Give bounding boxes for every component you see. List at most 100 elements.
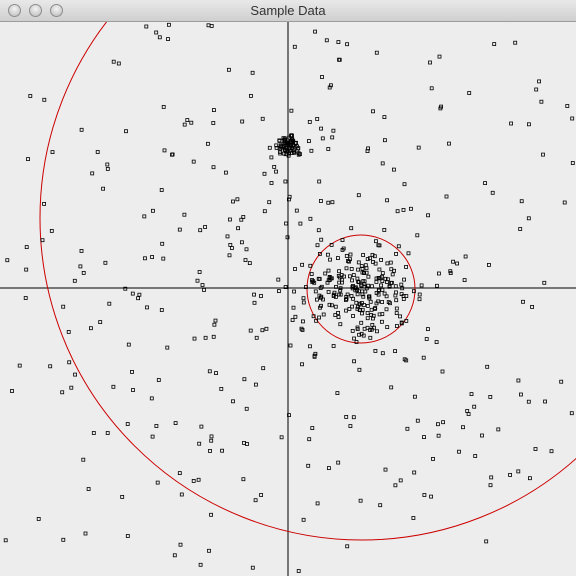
scatter-point xyxy=(451,259,456,264)
scatter-point xyxy=(116,61,121,66)
scatter-point xyxy=(308,344,312,349)
scatter-point xyxy=(95,150,100,154)
scatter-point xyxy=(247,261,252,266)
scatter-point xyxy=(333,294,338,299)
scatter-point xyxy=(426,213,431,218)
scatter-point xyxy=(373,306,378,310)
scatter-point xyxy=(203,335,208,340)
scatter-point xyxy=(374,50,379,55)
scatter-point xyxy=(388,301,392,306)
scatter-point xyxy=(363,263,368,268)
scatter-point xyxy=(310,426,315,431)
scatter-point xyxy=(26,157,30,162)
scatter-point xyxy=(344,296,349,301)
scatter-point xyxy=(333,304,338,309)
scatter-point xyxy=(166,37,170,42)
scatter-point xyxy=(344,266,349,271)
scatter-point xyxy=(357,302,362,307)
scatter-point xyxy=(244,247,249,252)
scatter-point xyxy=(310,280,315,284)
scatter-point xyxy=(405,426,410,431)
scatter-point xyxy=(306,139,311,143)
minimize-traffic-light-icon[interactable] xyxy=(29,4,42,17)
scatter-point xyxy=(387,284,392,289)
scatter-point xyxy=(374,301,379,306)
scatter-point xyxy=(401,207,406,212)
scatter-point xyxy=(306,463,311,468)
scatter-point xyxy=(465,409,470,413)
title-bar[interactable]: Sample Data xyxy=(0,0,576,22)
scatter-point xyxy=(267,145,272,150)
scatter-point xyxy=(428,60,432,65)
scatter-point xyxy=(261,366,266,371)
scatter-point xyxy=(570,161,575,165)
scatter-point xyxy=(300,319,305,324)
scatter-point xyxy=(354,340,359,344)
scatter-point xyxy=(291,305,296,310)
scatter-point xyxy=(318,199,323,203)
scatter-point xyxy=(396,244,401,249)
scatter-point xyxy=(28,94,33,98)
scatter-point xyxy=(359,264,364,269)
scatter-point xyxy=(357,367,362,372)
scatter-point xyxy=(351,415,356,420)
scatter-point xyxy=(379,319,384,324)
scatter-point xyxy=(337,292,342,297)
scatter-point xyxy=(299,326,304,331)
scatter-point xyxy=(364,266,369,271)
scatter-point xyxy=(300,362,304,367)
scatter-point xyxy=(103,260,108,265)
scatter-point xyxy=(368,328,373,332)
scatter-point xyxy=(389,280,394,285)
scatter-point xyxy=(124,129,128,134)
scatter-point xyxy=(360,292,365,297)
scatter-point xyxy=(441,420,446,425)
scatter-point xyxy=(549,449,554,454)
scatter-point xyxy=(326,466,331,471)
scatter-point xyxy=(521,299,525,304)
scatter-point xyxy=(513,40,518,45)
scatter-point xyxy=(150,208,155,213)
scatter-point xyxy=(264,326,269,331)
scatter-point xyxy=(377,243,382,248)
scatter-point xyxy=(356,193,361,198)
scatter-point xyxy=(283,137,288,142)
scatter-point xyxy=(211,121,216,125)
close-traffic-light-icon[interactable] xyxy=(8,4,21,17)
scatter-point xyxy=(516,378,521,383)
scatter-point xyxy=(509,121,514,126)
scatter-point xyxy=(355,276,360,281)
scatter-point xyxy=(344,294,349,299)
scatter-point xyxy=(333,313,338,318)
scatter-point xyxy=(5,258,10,263)
scatter-point xyxy=(362,282,367,287)
scatter-point xyxy=(303,285,308,290)
scatter-point xyxy=(399,282,404,287)
scatter-point xyxy=(360,266,365,271)
scatter-point xyxy=(240,119,245,124)
scatter-point xyxy=(320,136,325,141)
scatter-point xyxy=(373,261,378,266)
scatter-point xyxy=(260,328,265,333)
zoom-traffic-light-icon[interactable] xyxy=(50,4,63,17)
scatter-point xyxy=(123,286,128,291)
scatter-point xyxy=(244,406,249,411)
scatter-point xyxy=(394,290,398,295)
scatter-point xyxy=(161,105,166,109)
scatter-point xyxy=(290,318,295,323)
scatter-point xyxy=(351,283,355,288)
scatter-point xyxy=(225,234,230,239)
scatter-point xyxy=(155,480,160,485)
scatter-point xyxy=(300,262,305,267)
scatter-point xyxy=(379,283,384,288)
scatter-point xyxy=(287,413,291,418)
scatter-point xyxy=(365,310,370,315)
scatter-point xyxy=(48,364,53,369)
scatter-point xyxy=(399,320,404,325)
scatter-point xyxy=(361,333,366,338)
scatter-point xyxy=(385,280,389,285)
scatter-point xyxy=(380,271,385,276)
scatter-point xyxy=(301,296,306,301)
scatter-point xyxy=(317,277,322,281)
scatter-point xyxy=(36,516,41,521)
